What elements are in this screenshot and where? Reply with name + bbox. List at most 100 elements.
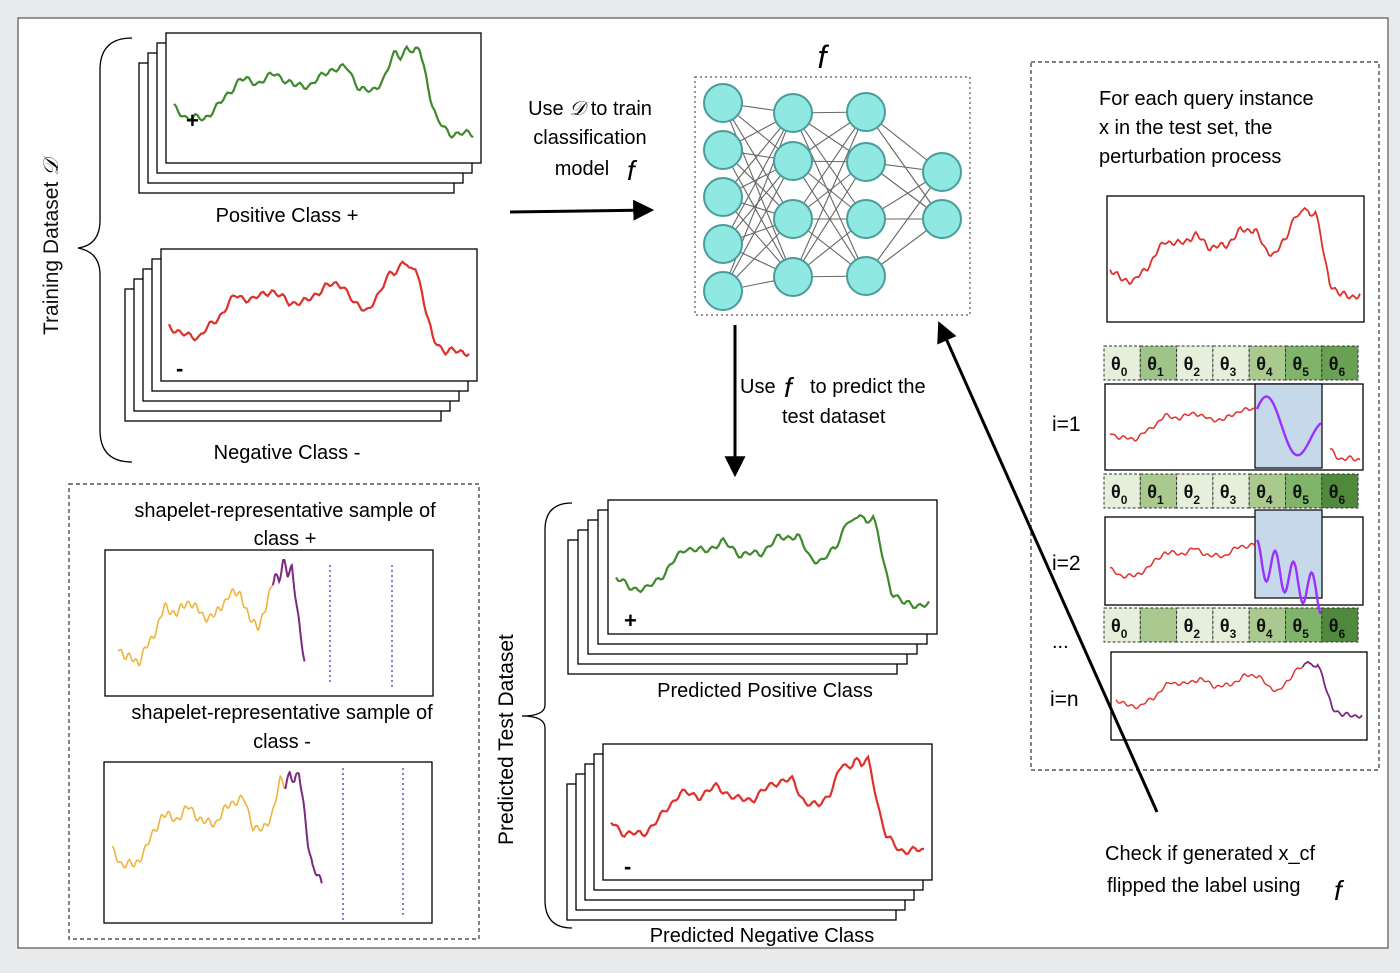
model-frame xyxy=(694,76,971,316)
theta-subscript: 1 xyxy=(1157,493,1164,507)
network-node xyxy=(773,93,813,133)
shapelet-neg-series xyxy=(111,768,404,920)
positive-sample-stack xyxy=(138,32,482,194)
theta-subscript: 1 xyxy=(1157,365,1164,379)
predicted-negative-sample-front-sheet xyxy=(602,743,933,881)
theta-cell xyxy=(1212,345,1250,381)
theta-cell xyxy=(1248,607,1286,643)
theta-subscript: 4 xyxy=(1266,627,1273,641)
shapelet-neg-label-1: shapelet-representative sample of xyxy=(131,702,433,724)
positive-sample-line xyxy=(173,44,474,139)
theta-subscript: 2 xyxy=(1193,365,1200,379)
check-caption-line1: Check if generated x_cf xyxy=(1105,843,1316,865)
theta-cell xyxy=(1321,345,1359,381)
network-edge xyxy=(865,171,943,277)
shapelet-neg-label-2: class - xyxy=(253,731,311,753)
network-node xyxy=(773,141,813,181)
theta-cell xyxy=(1321,473,1359,509)
theta-subscript: 5 xyxy=(1302,627,1309,641)
training-dataset-label: Training Dataset 𝒟 xyxy=(39,155,63,335)
network-edge xyxy=(722,160,794,292)
theta-cell xyxy=(1176,607,1214,643)
negative-mark: - xyxy=(176,356,183,381)
perturb-caption-line2: x in the test set, the xyxy=(1099,117,1272,139)
theta-subscript: 0 xyxy=(1121,365,1128,379)
theta-subscript: 6 xyxy=(1339,493,1346,507)
network-node xyxy=(703,130,743,170)
theta-cell xyxy=(1139,473,1178,509)
theta-cell xyxy=(1212,607,1250,643)
theta-cell xyxy=(1248,345,1286,381)
network-node xyxy=(922,199,962,239)
predict-caption-line2: test dataset xyxy=(782,406,886,428)
network-graph xyxy=(703,83,962,311)
row-label-n: i=n xyxy=(1050,688,1079,711)
perturbation-panel-frame xyxy=(1030,61,1380,771)
shapelet-pos-label-2: class + xyxy=(254,528,317,550)
perturb-2-base xyxy=(1109,542,1256,579)
negative-class-label: Negative Class - xyxy=(214,442,361,464)
shapelet-neg-highlight xyxy=(284,770,323,884)
network-edge xyxy=(722,102,794,278)
network-node xyxy=(773,199,813,239)
theta-subscript: 2 xyxy=(1193,627,1200,641)
predict-caption-rest: to predict the xyxy=(810,376,926,398)
theta-subscript: 2 xyxy=(1193,493,1200,507)
predict-model-symbol: f xyxy=(784,372,795,403)
shapelet-panel: shapelet-representative sample of class … xyxy=(68,483,480,940)
negative-sample-line xyxy=(167,260,470,358)
perturbation-plot-n xyxy=(1110,651,1368,741)
theta-cell xyxy=(1176,345,1214,381)
theta-subscript: 3 xyxy=(1230,627,1237,641)
network-node xyxy=(846,92,886,132)
train-caption-line2: classification xyxy=(533,127,646,149)
perturb-1-base xyxy=(1109,406,1256,442)
network-node xyxy=(922,152,962,192)
network-node xyxy=(703,83,743,123)
positive-class-label: Positive Class + xyxy=(216,205,359,227)
query-line xyxy=(1109,206,1361,301)
perturbation-series-2 xyxy=(1109,539,1323,615)
shapelet-pos-label-1: shapelet-representative sample of xyxy=(134,500,436,522)
predicted-positive-mark: + xyxy=(624,608,637,633)
network-node xyxy=(846,256,886,296)
perturb-1-tail xyxy=(1330,448,1361,462)
shapelet-panel-frame xyxy=(68,483,480,940)
predicted-positive-stack xyxy=(567,499,938,675)
theta-cell xyxy=(1321,607,1359,643)
theta-subscript: 6 xyxy=(1339,365,1346,379)
row-label-1: i=1 xyxy=(1052,413,1081,436)
perturb-n-shapelet xyxy=(1302,660,1363,719)
check-caption-line2: flipped the label using xyxy=(1107,875,1300,897)
neural-network-model: f xyxy=(694,39,971,316)
network-edge xyxy=(865,111,943,220)
theta-subscript: 4 xyxy=(1266,365,1273,379)
perturb-caption-line3: perturbation process xyxy=(1099,146,1281,168)
predicted-positive-sample-front-sheet xyxy=(607,499,938,635)
shapelet-pos-base xyxy=(117,584,274,668)
predicted-dataset-group: Predicted Test Dataset Predicted Positiv… xyxy=(495,499,938,947)
negative-sample-stack xyxy=(124,248,478,422)
theta-cell xyxy=(1103,607,1141,643)
network-edge xyxy=(722,102,794,220)
perturb-n-base xyxy=(1115,666,1304,710)
predict-caption-use: Use xyxy=(740,376,776,398)
network-edge xyxy=(722,112,794,292)
theta-cell xyxy=(1285,473,1323,509)
theta-subscript: 0 xyxy=(1121,627,1128,641)
theta-subscript: 4 xyxy=(1266,493,1273,507)
theta-subscript: 0 xyxy=(1121,493,1128,507)
network-node xyxy=(773,257,813,297)
theta-subscript: 5 xyxy=(1302,493,1309,507)
network-node xyxy=(846,142,886,182)
perturbation-series-1 xyxy=(1109,395,1361,462)
shapelet-pos-series xyxy=(117,559,393,690)
network-node xyxy=(846,199,886,239)
theta-subscript: 6 xyxy=(1339,627,1346,641)
theta-cell xyxy=(1248,473,1286,509)
predicted-negative-label: Predicted Negative Class xyxy=(650,925,875,947)
row-label-2: i=2 xyxy=(1052,552,1081,575)
